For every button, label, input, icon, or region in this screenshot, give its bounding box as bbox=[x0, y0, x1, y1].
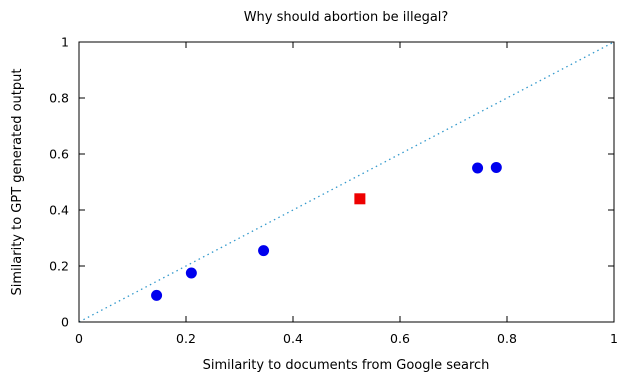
diagonal-reference-line bbox=[78, 41, 615, 323]
data-point-circle bbox=[490, 161, 502, 173]
data-point-circle bbox=[258, 245, 270, 257]
y-axis-label: Similarity to GPT generated output bbox=[10, 69, 25, 296]
x-tick-label: 0.8 bbox=[497, 331, 517, 346]
x-axis-label: Similarity to documents from Google sear… bbox=[203, 358, 490, 373]
y-tick-label: 0.2 bbox=[49, 259, 69, 274]
data-point-circle bbox=[472, 162, 484, 174]
x-axis-ticks: 0 0.2 0.4 0.6 0.8 1 bbox=[75, 42, 618, 346]
y-tick-label: 1 bbox=[61, 35, 69, 50]
x-tick-label: 0.2 bbox=[176, 331, 196, 346]
y-tick-label: 0.8 bbox=[49, 91, 69, 106]
data-point-circle bbox=[151, 289, 163, 301]
data-points bbox=[151, 161, 502, 301]
y-axis-ticks: 0 0.2 0.4 0.6 0.8 1 bbox=[49, 35, 614, 330]
x-tick-label: 1 bbox=[610, 331, 618, 346]
chart-title: Why should abortion be illegal? bbox=[244, 10, 449, 25]
x-tick-label: 0 bbox=[75, 331, 83, 346]
y-tick-label: 0.4 bbox=[49, 203, 69, 218]
y-tick-label: 0 bbox=[61, 315, 69, 330]
data-point-circle bbox=[185, 267, 197, 279]
data-point-square bbox=[354, 193, 366, 205]
x-tick-label: 0.6 bbox=[390, 331, 410, 346]
plot-frame bbox=[78, 41, 615, 323]
y-tick-label: 0.6 bbox=[49, 147, 69, 162]
x-tick-label: 0.4 bbox=[283, 331, 303, 346]
